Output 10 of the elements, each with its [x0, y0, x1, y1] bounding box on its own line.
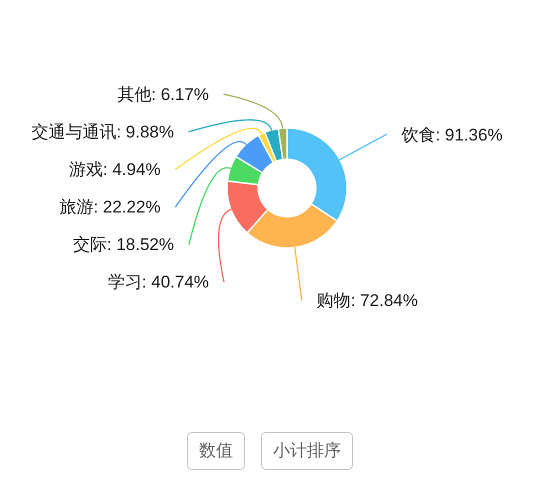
slice-label: 购物: 72.84% — [316, 290, 418, 310]
slice-label: 其他: 6.17% — [117, 85, 209, 104]
slice-label: 学习: 40.74% — [108, 272, 209, 292]
slice-label: 交际: 18.52% — [72, 235, 174, 254]
slice-label: 游戏: 4.94% — [68, 160, 161, 180]
slice-label: 交通与通讯: 9.88% — [31, 122, 174, 142]
button[interactable]: 小计排序 — [261, 432, 353, 470]
slice-label: 旅游: 22.22% — [59, 198, 161, 217]
button[interactable]: 数值 — [187, 432, 245, 470]
slice-label: 饮食: 91.36% — [400, 125, 503, 144]
